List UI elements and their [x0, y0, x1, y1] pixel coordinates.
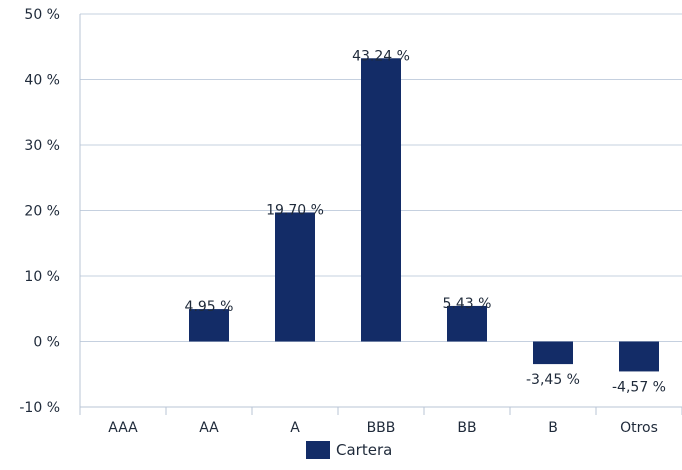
legend-swatch	[306, 441, 330, 459]
y-tick-label: 40 %	[24, 73, 60, 89]
tick-labels: -10 %0 %10 %20 %30 %40 %50 %AAA AA A BBB BB B…	[19, 7, 658, 436]
bar	[533, 341, 573, 365]
legend-label: Cartera	[336, 441, 392, 459]
bar	[361, 58, 401, 342]
data-label: 5.43 %	[443, 296, 492, 312]
x-tick-label: BB	[457, 420, 476, 436]
x-tick-label: AAA	[108, 420, 138, 436]
data-label: 4.95 %	[185, 299, 234, 315]
x-tick-label: A	[290, 420, 300, 436]
bar	[447, 305, 487, 342]
data-label: -4,57 %	[612, 379, 666, 395]
data-labels: 4.95 % 19.70 % 43.24 % 5.43 % -3,45 % -4,57 %	[185, 48, 666, 395]
x-tick-label: B	[548, 420, 558, 436]
y-tick-label: 0 %	[33, 335, 60, 351]
data-label: -3,45 %	[526, 372, 580, 388]
bars	[189, 58, 659, 372]
axes	[79, 14, 682, 415]
y-tick-label: 30 %	[24, 138, 60, 154]
legend: Cartera	[306, 441, 392, 459]
y-tick-label: 50 %	[24, 7, 60, 23]
data-label: 43.24 %	[352, 48, 410, 64]
x-tick-label: Otros	[620, 420, 658, 436]
y-tick-label: 20 %	[24, 204, 60, 220]
bar	[189, 309, 229, 342]
x-tick-label: AA	[199, 420, 219, 436]
bar	[275, 212, 315, 342]
data-label: 19.70 %	[266, 202, 324, 218]
y-tick-label: 10 %	[24, 269, 60, 285]
x-tick-label: BBB	[367, 420, 396, 436]
bar	[619, 341, 659, 372]
y-tick-label: -10 %	[19, 400, 60, 416]
